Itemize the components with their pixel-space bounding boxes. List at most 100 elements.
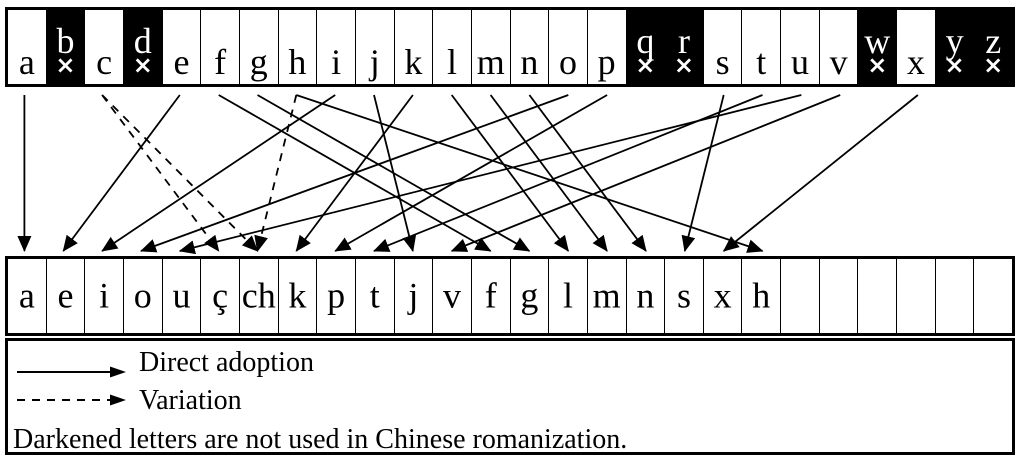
bottom-cell-f: f: [470, 259, 510, 333]
bottom-cell-empty-25: [973, 259, 1012, 333]
bottom-cell-empty-22: [857, 259, 896, 333]
source-alphabet-row: a b × c d × e f g h i j k l m n o p q × r × s t u v w × x y × z ×: [5, 7, 1015, 87]
top-cell-a: a: [8, 10, 46, 84]
letter: p: [597, 42, 616, 82]
letter: o: [559, 42, 578, 82]
top-cell-j: j: [354, 10, 394, 84]
letter: l: [447, 42, 458, 82]
not-used-mark: ×: [132, 51, 153, 79]
bottom-cell-p: p: [316, 259, 355, 333]
letter: e: [57, 275, 74, 316]
legend-note: Darkened letters are not used in Chinese…: [13, 424, 628, 455]
top-cell-x: x: [896, 10, 935, 84]
letter: a: [18, 275, 35, 316]
not-used-mark: ×: [673, 51, 695, 79]
bottom-cell-k: k: [277, 259, 317, 333]
letter: t: [369, 275, 380, 316]
top-cell-m: m: [470, 10, 510, 84]
arrow-c-to-ç: [101, 94, 220, 252]
bottom-cell-n: n: [625, 259, 665, 333]
letter: t: [756, 42, 767, 82]
not-used-mark: ×: [867, 51, 888, 79]
letter: p: [327, 275, 346, 316]
bottom-cell-g: g: [509, 259, 549, 333]
letter: y: [945, 21, 964, 61]
bottom-cell-t: t: [354, 259, 394, 333]
arrow-f-to-f: [218, 94, 492, 252]
arrow-t-to-t: [373, 94, 763, 252]
letter: c: [96, 42, 113, 82]
variation-label: Variation: [139, 385, 242, 416]
arrow-p-to-p: [334, 94, 608, 252]
arrow-h-to-h: [296, 94, 764, 253]
top-cell-h: h: [277, 10, 317, 84]
letter: i: [99, 275, 110, 316]
top-cell-q: q ×: [625, 10, 665, 84]
bottom-cell-v: v: [432, 259, 471, 333]
letter: w: [864, 21, 891, 61]
letter: f: [214, 42, 227, 82]
top-cell-c: c: [84, 10, 123, 84]
letter: s: [715, 42, 730, 82]
top-cell-o: o: [548, 10, 587, 84]
bottom-cell-h: h: [741, 259, 780, 333]
direct-adoption-arrow-icon: [17, 366, 126, 378]
letter: g: [520, 275, 539, 316]
letter: j: [369, 42, 380, 82]
arrow-v-to-v: [450, 94, 841, 252]
not-used-mark: ×: [635, 51, 656, 79]
letter: l: [563, 275, 574, 316]
letter: r: [677, 21, 690, 61]
letter: n: [636, 275, 655, 316]
top-cell-w: w ×: [857, 10, 897, 84]
bottom-cell-l: l: [548, 259, 587, 333]
letter: m: [476, 42, 505, 82]
letter: e: [173, 42, 190, 82]
arrow-s-to-s: [681, 94, 725, 252]
arrow-h-to-ch: [254, 94, 298, 252]
bottom-cell-empty-24: [934, 259, 974, 333]
bottom-cell-j: j: [393, 259, 433, 333]
top-cell-d: d ×: [122, 10, 162, 84]
letter: x: [713, 275, 732, 316]
arrow-i-to-i: [101, 94, 336, 252]
arrow-m-to-m: [489, 94, 608, 252]
arrow-e-to-e: [62, 94, 181, 252]
top-cell-u: u: [780, 10, 819, 84]
letter: q: [636, 21, 655, 61]
top-cell-p: p: [586, 10, 626, 84]
arrow-n-to-n: [528, 94, 647, 252]
top-cell-f: f: [200, 10, 239, 84]
letter: ç: [212, 275, 229, 316]
letter: f: [484, 275, 497, 316]
letter: o: [133, 275, 152, 316]
bottom-cell-s: s: [664, 259, 703, 333]
letter: ch: [241, 275, 276, 316]
top-cell-s: s: [702, 10, 742, 84]
top-cell-i: i: [316, 10, 355, 84]
letter: a: [18, 42, 35, 82]
letter: k: [404, 42, 423, 82]
letter: g: [249, 42, 268, 82]
letter: b: [56, 21, 75, 61]
top-cell-y: y ×: [934, 10, 974, 84]
legend-box: Direct adoption Variation Darkened lette…: [5, 338, 1015, 455]
target-alphabet-row: a e i o u ç ch k p t j v f g l m n s x h: [5, 256, 1015, 336]
letter: i: [331, 42, 342, 82]
bottom-cell-empty-23: [896, 259, 935, 333]
not-used-mark: ×: [944, 51, 965, 79]
letter: j: [408, 275, 419, 316]
letter: z: [985, 21, 1002, 61]
bottom-cell-o: o: [122, 259, 162, 333]
not-used-mark: ×: [983, 51, 1004, 79]
letter: v: [443, 275, 462, 316]
direct-adoption-label: Direct adoption: [139, 347, 314, 378]
top-cell-t: t: [741, 10, 780, 84]
letter: m: [592, 275, 621, 316]
letter: k: [288, 275, 307, 316]
variation-arrow-icon: [17, 394, 126, 406]
bottom-cell-empty-20: [780, 259, 819, 333]
letter: u: [790, 42, 809, 82]
top-cell-g: g: [238, 10, 278, 84]
